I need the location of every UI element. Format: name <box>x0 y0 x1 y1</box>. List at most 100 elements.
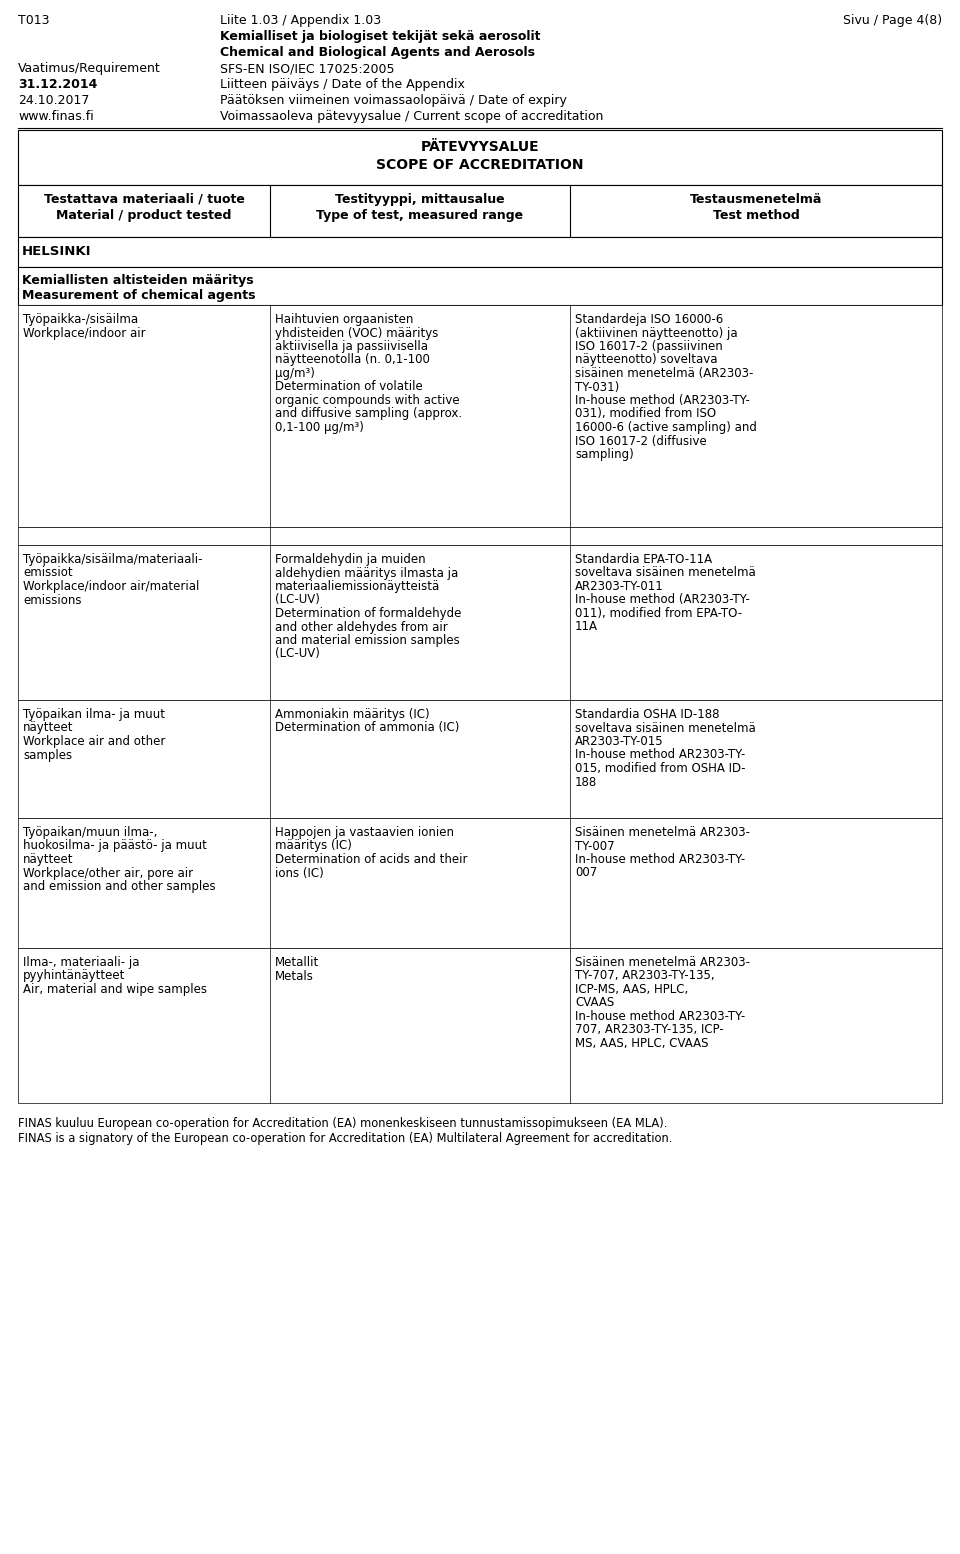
Text: Työpaikan ilma- ja muut: Työpaikan ilma- ja muut <box>23 709 165 721</box>
Text: and diffusive sampling (approx.: and diffusive sampling (approx. <box>275 407 462 421</box>
Text: sisäinen menetelmä (AR2303-: sisäinen menetelmä (AR2303- <box>575 367 754 381</box>
Text: soveltava sisäinen menetelmä: soveltava sisäinen menetelmä <box>575 721 756 735</box>
Text: Työpaikka-/sisäilma: Työpaikka-/sisäilma <box>23 312 138 326</box>
Text: Työpaikka/sisäilma/materiaali-: Työpaikka/sisäilma/materiaali- <box>23 553 203 566</box>
Bar <box>18 817 942 948</box>
Text: 0,1-100 μg/m³): 0,1-100 μg/m³) <box>275 421 364 434</box>
Text: Sisäinen menetelmä AR2303-: Sisäinen menetelmä AR2303- <box>575 956 750 970</box>
Text: FINAS is a signatory of the European co-operation for Accreditation (EA) Multila: FINAS is a signatory of the European co-… <box>18 1131 672 1145</box>
Bar <box>18 699 942 817</box>
Text: näytteet: näytteet <box>23 853 74 866</box>
Text: samples: samples <box>23 749 72 761</box>
Text: MS, AAS, HPLC, CVAAS: MS, AAS, HPLC, CVAAS <box>575 1037 708 1051</box>
Text: Testityyppi, mittausalue: Testityyppi, mittausalue <box>335 193 505 207</box>
Text: huokosilma- ja päästö- ja muut: huokosilma- ja päästö- ja muut <box>23 839 206 853</box>
Text: Formaldehydin ja muiden: Formaldehydin ja muiden <box>275 553 425 566</box>
Text: CVAAS: CVAAS <box>575 996 614 1010</box>
Text: 188: 188 <box>575 775 597 788</box>
Text: Sisäinen menetelmä AR2303-: Sisäinen menetelmä AR2303- <box>575 827 750 839</box>
Text: Metals: Metals <box>275 970 314 982</box>
Text: ions (IC): ions (IC) <box>275 867 324 880</box>
Text: Determination of acids and their: Determination of acids and their <box>275 853 468 866</box>
Bar <box>18 545 942 699</box>
Text: 015, modified from OSHA ID-: 015, modified from OSHA ID- <box>575 761 746 775</box>
Text: ISO 16017-2 (diffusive: ISO 16017-2 (diffusive <box>575 435 707 448</box>
Text: Workplace/other air, pore air: Workplace/other air, pore air <box>23 867 193 880</box>
Text: näytteenotto) soveltava: näytteenotto) soveltava <box>575 353 717 367</box>
Text: Happojen ja vastaavien ionien: Happojen ja vastaavien ionien <box>275 827 454 839</box>
Bar <box>18 185 942 238</box>
Text: Liite 1.03 / Appendix 1.03: Liite 1.03 / Appendix 1.03 <box>220 14 381 26</box>
Text: Chemical and Biological Agents and Aerosols: Chemical and Biological Agents and Aeros… <box>220 47 535 59</box>
Text: 24.10.2017: 24.10.2017 <box>18 93 89 107</box>
Text: näytteet: näytteet <box>23 721 74 735</box>
Text: (LC-UV): (LC-UV) <box>275 594 320 606</box>
Text: 11A: 11A <box>575 620 598 634</box>
Bar <box>18 238 942 267</box>
Text: TY-007: TY-007 <box>575 839 614 853</box>
Text: In-house method AR2303-TY-: In-house method AR2303-TY- <box>575 1010 745 1023</box>
Text: 011), modified from EPA-TO-: 011), modified from EPA-TO- <box>575 608 742 620</box>
Text: AR2303-TY-011: AR2303-TY-011 <box>575 580 663 594</box>
Text: Measurement of chemical agents: Measurement of chemical agents <box>22 289 255 301</box>
Text: In-house method (AR2303-TY-: In-house method (AR2303-TY- <box>575 594 750 606</box>
Text: TY-031): TY-031) <box>575 381 619 393</box>
Text: Päätöksen viimeinen voimassaolopäivä / Date of expiry: Päätöksen viimeinen voimassaolopäivä / D… <box>220 93 566 107</box>
Text: PÄTEVYYSALUE: PÄTEVYYSALUE <box>420 140 540 154</box>
Text: (LC-UV): (LC-UV) <box>275 648 320 660</box>
Text: Kemiallisten altisteiden määritys: Kemiallisten altisteiden määritys <box>22 274 253 287</box>
Bar <box>18 527 942 545</box>
Text: Determination of volatile: Determination of volatile <box>275 381 422 393</box>
Text: Type of test, measured range: Type of test, measured range <box>317 208 523 222</box>
Text: pyyhintänäytteet: pyyhintänäytteet <box>23 970 126 982</box>
Text: emissiot: emissiot <box>23 567 73 580</box>
Text: Sivu / Page 4(8): Sivu / Page 4(8) <box>843 14 942 26</box>
Text: Metallit: Metallit <box>275 956 320 970</box>
Bar <box>18 267 942 305</box>
Text: and emission and other samples: and emission and other samples <box>23 880 216 894</box>
Text: Ammoniakin määritys (IC): Ammoniakin määritys (IC) <box>275 709 430 721</box>
Text: Determination of ammonia (IC): Determination of ammonia (IC) <box>275 721 460 735</box>
Text: Vaatimus/Requirement: Vaatimus/Requirement <box>18 62 160 75</box>
Text: sampling): sampling) <box>575 448 634 462</box>
Text: Material / product tested: Material / product tested <box>57 208 231 222</box>
Bar <box>18 305 942 527</box>
Text: AR2303-TY-015: AR2303-TY-015 <box>575 735 663 747</box>
Text: In-house method (AR2303-TY-: In-house method (AR2303-TY- <box>575 395 750 407</box>
Text: HELSINKI: HELSINKI <box>22 246 91 258</box>
Text: Air, material and wipe samples: Air, material and wipe samples <box>23 984 207 996</box>
Text: aktiivisella ja passiivisella: aktiivisella ja passiivisella <box>275 340 428 353</box>
Text: In-house method AR2303-TY-: In-house method AR2303-TY- <box>575 749 745 761</box>
Text: and material emission samples: and material emission samples <box>275 634 460 646</box>
Text: näytteenotolla (n. 0,1-100: näytteenotolla (n. 0,1-100 <box>275 353 430 367</box>
Text: SCOPE OF ACCREDITATION: SCOPE OF ACCREDITATION <box>376 159 584 172</box>
Text: emissions: emissions <box>23 594 82 606</box>
Text: Testattava materiaali / tuote: Testattava materiaali / tuote <box>43 193 245 207</box>
Text: ICP-MS, AAS, HPLC,: ICP-MS, AAS, HPLC, <box>575 984 688 996</box>
Text: määritys (IC): määritys (IC) <box>275 839 352 853</box>
Text: Standardeja ISO 16000-6: Standardeja ISO 16000-6 <box>575 312 723 326</box>
Text: Kemialliset ja biologiset tekijät sekä aerosolit: Kemialliset ja biologiset tekijät sekä a… <box>220 30 540 44</box>
Text: μg/m³): μg/m³) <box>275 367 315 381</box>
Text: 31.12.2014: 31.12.2014 <box>18 78 97 92</box>
Text: Test method: Test method <box>712 208 800 222</box>
Text: ISO 16017-2 (passiivinen: ISO 16017-2 (passiivinen <box>575 340 723 353</box>
Text: Ilma-, materiaali- ja: Ilma-, materiaali- ja <box>23 956 139 970</box>
Text: Workplace/indoor air: Workplace/indoor air <box>23 326 146 339</box>
Text: T013: T013 <box>18 14 50 26</box>
Text: Testausmenetelmä: Testausmenetelmä <box>690 193 822 207</box>
Text: In-house method AR2303-TY-: In-house method AR2303-TY- <box>575 853 745 866</box>
Text: Työpaikan/muun ilma-,: Työpaikan/muun ilma-, <box>23 827 157 839</box>
Bar <box>18 131 942 185</box>
Text: TY-707, AR2303-TY-135,: TY-707, AR2303-TY-135, <box>575 970 714 982</box>
Text: Workplace/indoor air/material: Workplace/indoor air/material <box>23 580 200 594</box>
Text: 16000-6 (active sampling) and: 16000-6 (active sampling) and <box>575 421 756 434</box>
Text: FINAS kuuluu European co-operation for Accreditation (EA) monenkeskiseen tunnust: FINAS kuuluu European co-operation for A… <box>18 1117 667 1130</box>
Text: Voimassaoleva pätevyysalue / Current scope of accreditation: Voimassaoleva pätevyysalue / Current sco… <box>220 110 604 123</box>
Text: soveltava sisäinen menetelmä: soveltava sisäinen menetelmä <box>575 567 756 580</box>
Text: (aktiivinen näytteenotto) ja: (aktiivinen näytteenotto) ja <box>575 326 737 339</box>
Text: 031), modified from ISO: 031), modified from ISO <box>575 407 716 421</box>
Text: Determination of formaldehyde: Determination of formaldehyde <box>275 608 462 620</box>
Text: 007: 007 <box>575 867 597 880</box>
Text: Haihtuvien orgaanisten: Haihtuvien orgaanisten <box>275 312 414 326</box>
